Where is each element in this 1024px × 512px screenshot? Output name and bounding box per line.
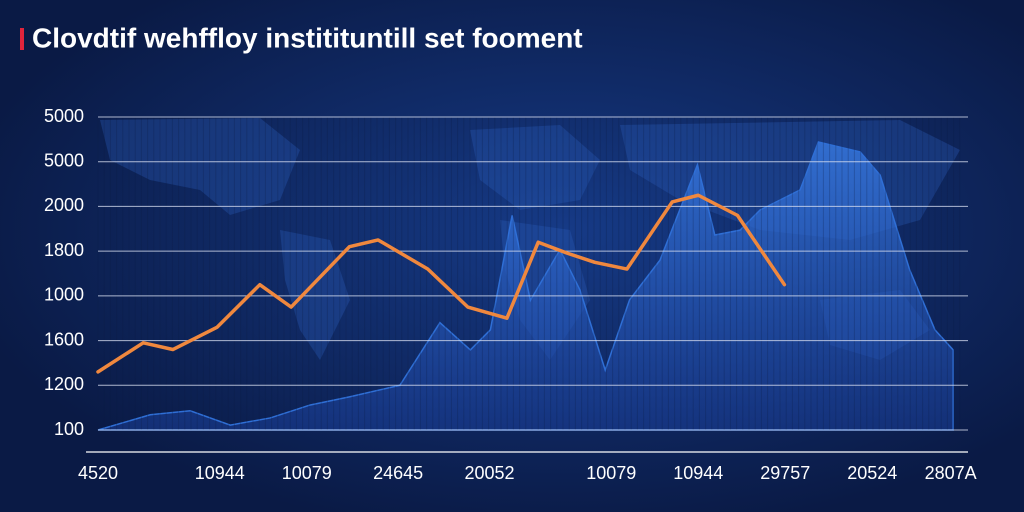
y-tick-label: 100 bbox=[54, 419, 84, 439]
y-tick-label: 1600 bbox=[44, 329, 84, 349]
x-tick-label: 20052 bbox=[464, 463, 514, 483]
x-tick-label: 10944 bbox=[195, 463, 245, 483]
x-tick-label: 29757 bbox=[760, 463, 810, 483]
y-tick-label: 1200 bbox=[44, 374, 84, 394]
y-tick-label: 5000 bbox=[44, 150, 84, 170]
area bbox=[97, 141, 954, 431]
x-tick-label: 4520 bbox=[78, 463, 118, 483]
y-tick-label: 5000 bbox=[44, 106, 84, 126]
title-accent bbox=[20, 28, 24, 50]
x-tick-label: 20524 bbox=[847, 463, 897, 483]
x-tick-label: 2807A bbox=[925, 463, 977, 483]
x-tick-label: 24645 bbox=[373, 463, 423, 483]
y-tick-label: 1800 bbox=[44, 240, 84, 260]
chart-title: Clovdtif wehffloy institituntill set foo… bbox=[32, 22, 583, 53]
x-tick-label: 10079 bbox=[586, 463, 636, 483]
line bbox=[96, 193, 787, 374]
y-tick-label: 2000 bbox=[44, 195, 84, 215]
y-tick-label: 1000 bbox=[44, 285, 84, 305]
x-tick-label: 10079 bbox=[282, 463, 332, 483]
x-tick-label: 10944 bbox=[673, 463, 723, 483]
